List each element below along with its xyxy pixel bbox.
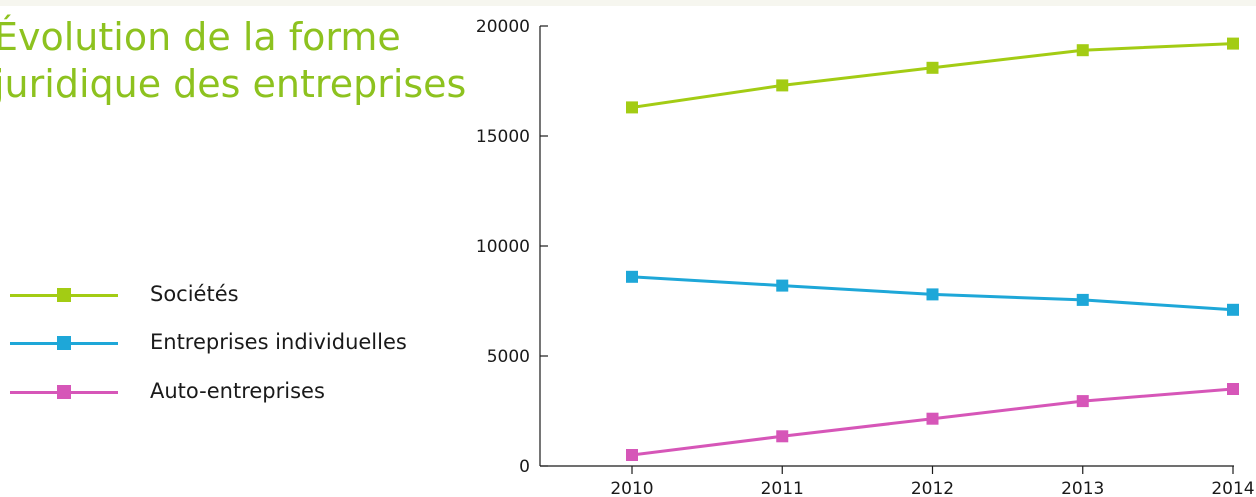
y-tick-label: 20000: [476, 17, 530, 37]
x-tick-label: 2013: [1061, 479, 1104, 497]
data-point: [926, 61, 939, 74]
data-point: [776, 430, 789, 443]
legend-label: Sociétés: [150, 282, 239, 306]
data-point: [1076, 395, 1089, 408]
legend-marker: [57, 336, 71, 350]
legend-label: Entreprises individuelles: [150, 330, 407, 354]
top-band: [0, 0, 1256, 6]
data-point: [1227, 383, 1239, 395]
data-point: [1076, 44, 1089, 57]
data-point: [626, 449, 638, 461]
x-tick-label: 2014: [1211, 479, 1254, 497]
legend-item-entreprises-individuelles: Entreprises individuelles: [10, 328, 430, 358]
y-tick-label: 10000: [476, 237, 530, 257]
data-point: [1227, 37, 1239, 50]
x-tick-label: 2012: [911, 479, 954, 497]
chart-title: Évolution de la forme juridique des entr…: [0, 15, 467, 106]
legend-marker: [57, 385, 71, 399]
data-point: [626, 101, 638, 114]
data-point: [1076, 293, 1089, 306]
data-point: [776, 79, 789, 92]
legend-item-societes: Sociétés: [10, 280, 430, 310]
legend-marker: [57, 288, 71, 302]
legend-item-auto-entreprises: Auto-entreprises: [10, 377, 430, 407]
x-tick-label: 2011: [761, 479, 804, 497]
data-point: [626, 270, 638, 283]
data-point: [1227, 303, 1239, 316]
y-tick-label: 5000: [487, 347, 530, 367]
data-point: [776, 279, 789, 292]
data-point: [926, 412, 939, 425]
legend-label: Auto-entreprises: [150, 379, 325, 403]
x-tick-label: 2010: [610, 479, 653, 497]
legend: Sociétés Entreprises individuelles Auto-…: [0, 0, 440, 497]
data-point: [926, 288, 939, 301]
series-line: [631, 42, 1234, 109]
y-tick-label: 0: [519, 457, 530, 477]
y-tick-label: 15000: [476, 127, 530, 147]
